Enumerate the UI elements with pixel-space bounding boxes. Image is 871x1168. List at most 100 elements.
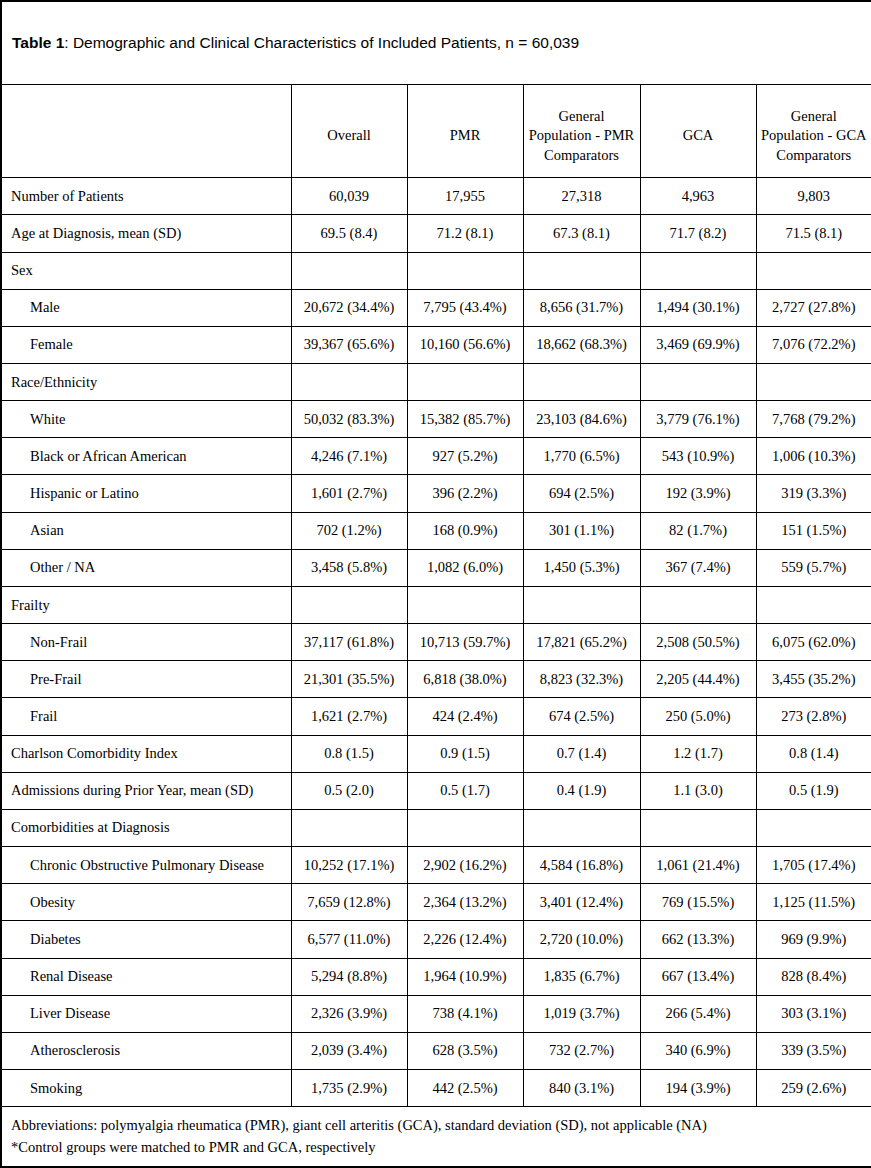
cell-value: 694 (2.5%) xyxy=(523,475,640,512)
cell-value: 0.8 (1.4) xyxy=(756,735,871,772)
row-label: Other / NA xyxy=(1,549,291,586)
cell-value: 82 (1.7%) xyxy=(640,512,756,549)
column-header: General Population - GCA Comparators xyxy=(756,84,871,177)
cell-value: 194 (3.9%) xyxy=(640,1069,756,1106)
cell-value: 3,401 (12.4%) xyxy=(523,884,640,921)
table-row: Frail1,621 (2.7%)424 (2.4%)674 (2.5%)250… xyxy=(1,698,871,735)
cell-value: 969 (9.9%) xyxy=(756,921,871,958)
table-row: Liver Disease2,326 (3.9%)738 (4.1%)1,019… xyxy=(1,995,871,1032)
cell-value xyxy=(291,586,407,623)
cell-value xyxy=(640,586,756,623)
row-label: Atherosclerosis xyxy=(1,1032,291,1069)
row-label: Female xyxy=(1,326,291,363)
cell-value: 7,076 (72.2%) xyxy=(756,326,871,363)
cell-value: 2,508 (50.5%) xyxy=(640,624,756,661)
cell-value: 7,659 (12.8%) xyxy=(291,884,407,921)
cell-value: 7,795 (43.4%) xyxy=(407,289,523,326)
cell-value: 71.2 (8.1) xyxy=(407,215,523,252)
cell-value xyxy=(291,252,407,289)
table-row: Smoking1,735 (2.9%)442 (2.5%)840 (3.1%)1… xyxy=(1,1069,871,1106)
cell-value: 192 (3.9%) xyxy=(640,475,756,512)
table-row: Chronic Obstructive Pulmonary Disease10,… xyxy=(1,847,871,884)
cell-value: 4,246 (7.1%) xyxy=(291,438,407,475)
cell-value: 424 (2.4%) xyxy=(407,698,523,735)
cell-value: 0.5 (2.0) xyxy=(291,772,407,809)
row-label: Diabetes xyxy=(1,921,291,958)
paper-page: Table 1: Demographic and Clinical Charac… xyxy=(0,0,871,1168)
cell-value: 303 (3.1%) xyxy=(756,995,871,1032)
row-label: Charlson Comorbidity Index xyxy=(1,735,291,772)
table-title-row: Table 1: Demographic and Clinical Charac… xyxy=(1,1,871,84)
cell-value: 732 (2.7%) xyxy=(523,1032,640,1069)
cell-value: 10,713 (59.7%) xyxy=(407,624,523,661)
row-label: Chronic Obstructive Pulmonary Disease xyxy=(1,847,291,884)
table-row: Number of Patients60,03917,95527,3184,96… xyxy=(1,178,871,215)
footnotes: Abbreviations: polymyalgia rheumatica (P… xyxy=(1,1107,871,1167)
cell-value xyxy=(640,364,756,401)
cell-value xyxy=(640,252,756,289)
cell-value: 6,075 (62.0%) xyxy=(756,624,871,661)
cell-value: 1,082 (6.0%) xyxy=(407,549,523,586)
cell-value: 1,494 (30.1%) xyxy=(640,289,756,326)
cell-value: 20,672 (34.4%) xyxy=(291,289,407,326)
cell-value xyxy=(407,364,523,401)
row-label: Liver Disease xyxy=(1,995,291,1032)
row-label: Frail xyxy=(1,698,291,735)
footnote-abbreviations: Abbreviations: polymyalgia rheumatica (P… xyxy=(11,1115,871,1137)
cell-value: 0.8 (1.5) xyxy=(291,735,407,772)
cell-value: 0.4 (1.9) xyxy=(523,772,640,809)
cell-value: 2,720 (10.0%) xyxy=(523,921,640,958)
column-header: PMR xyxy=(407,84,523,177)
cell-value: 674 (2.5%) xyxy=(523,698,640,735)
cell-value: 9,803 xyxy=(756,178,871,215)
cell-value: 2,364 (13.2%) xyxy=(407,884,523,921)
cell-value: 3,458 (5.8%) xyxy=(291,549,407,586)
table-row: Diabetes6,577 (11.0%)2,226 (12.4%)2,720 … xyxy=(1,921,871,958)
cell-value: 21,301 (35.5%) xyxy=(291,661,407,698)
cell-value: 8,656 (31.7%) xyxy=(523,289,640,326)
cell-value: 60,039 xyxy=(291,178,407,215)
row-label: Comorbidities at Diagnosis xyxy=(1,809,291,846)
corner-cell xyxy=(1,84,291,177)
cell-value: 702 (1.2%) xyxy=(291,512,407,549)
cell-value xyxy=(291,809,407,846)
cell-value: 828 (8.4%) xyxy=(756,958,871,995)
cell-value: 927 (5.2%) xyxy=(407,438,523,475)
cell-value xyxy=(640,809,756,846)
table-row: Male20,672 (34.4%)7,795 (43.4%)8,656 (31… xyxy=(1,289,871,326)
table-row: Comorbidities at Diagnosis xyxy=(1,809,871,846)
cell-value: 301 (1.1%) xyxy=(523,512,640,549)
row-label: Smoking xyxy=(1,1069,291,1106)
cell-value xyxy=(407,252,523,289)
row-label: Male xyxy=(1,289,291,326)
header-row: OverallPMRGeneral Population - PMR Compa… xyxy=(1,84,871,177)
row-label: Renal Disease xyxy=(1,958,291,995)
cell-value: 23,103 (84.6%) xyxy=(523,401,640,438)
cell-value: 259 (2.6%) xyxy=(756,1069,871,1106)
table-row: Frailty xyxy=(1,586,871,623)
column-header: Overall xyxy=(291,84,407,177)
cell-value: 2,039 (3.4%) xyxy=(291,1032,407,1069)
cell-value: 5,294 (8.8%) xyxy=(291,958,407,995)
column-header: GCA xyxy=(640,84,756,177)
cell-value xyxy=(407,809,523,846)
table-row: Other / NA3,458 (5.8%)1,082 (6.0%)1,450 … xyxy=(1,549,871,586)
cell-value: 71.7 (8.2) xyxy=(640,215,756,252)
cell-value: 1.2 (1.7) xyxy=(640,735,756,772)
row-label: Obesity xyxy=(1,884,291,921)
cell-value: 1,621 (2.7%) xyxy=(291,698,407,735)
cell-value xyxy=(756,586,871,623)
footnote-control-groups: *Control groups were matched to PMR and … xyxy=(11,1137,871,1159)
cell-value: 17,821 (65.2%) xyxy=(523,624,640,661)
table-row: Charlson Comorbidity Index0.8 (1.5)0.9 (… xyxy=(1,735,871,772)
cell-value: 250 (5.0%) xyxy=(640,698,756,735)
table-row: Obesity7,659 (12.8%)2,364 (13.2%)3,401 (… xyxy=(1,884,871,921)
cell-value: 1,835 (6.7%) xyxy=(523,958,640,995)
table-row: Female39,367 (65.6%)10,160 (56.6%)18,662… xyxy=(1,326,871,363)
table-row: Renal Disease5,294 (8.8%)1,964 (10.9%)1,… xyxy=(1,958,871,995)
demographics-table: Table 1: Demographic and Clinical Charac… xyxy=(0,0,871,1168)
cell-value: 667 (13.4%) xyxy=(640,958,756,995)
cell-value xyxy=(523,364,640,401)
cell-value xyxy=(407,586,523,623)
table-title-text: : Demographic and Clinical Characteristi… xyxy=(64,34,579,51)
